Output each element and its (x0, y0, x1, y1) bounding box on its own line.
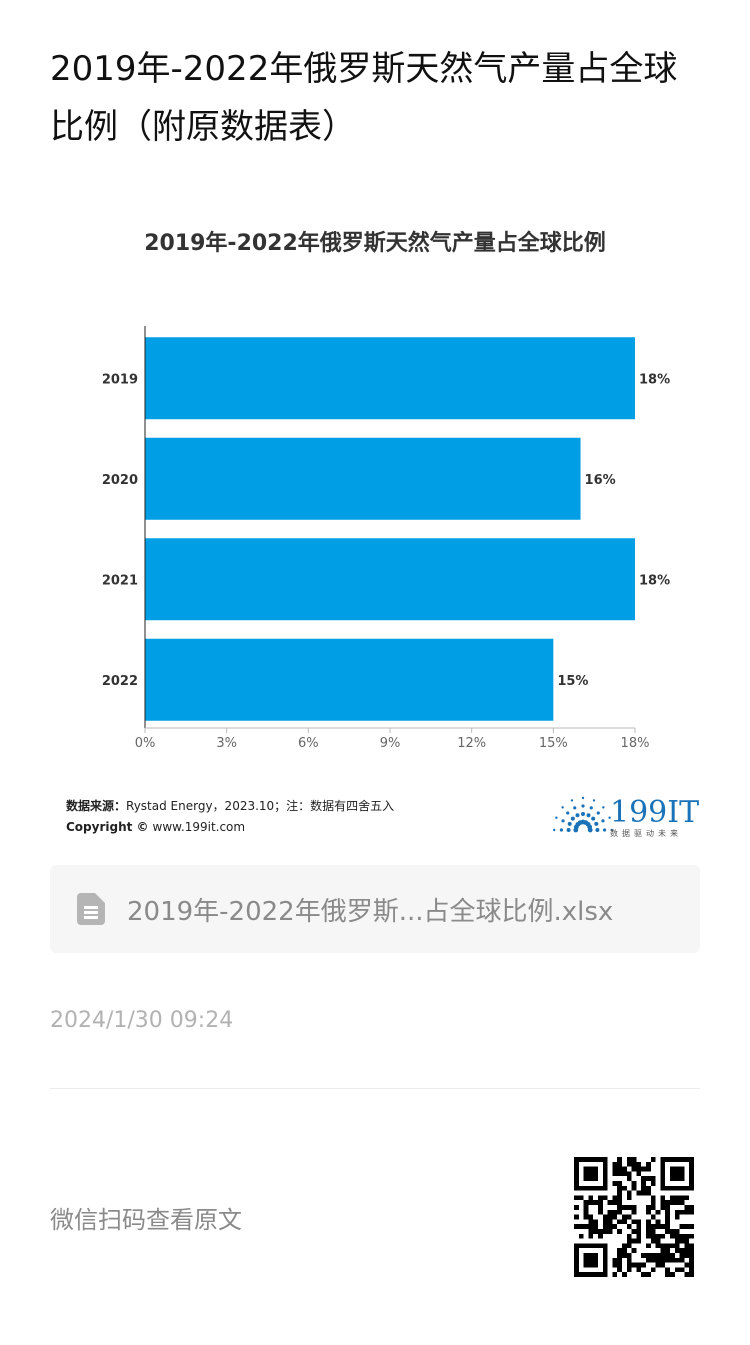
x-tick-label: 18% (621, 736, 650, 751)
publish-date: 2024/1/30 09:24 (50, 1008, 234, 1033)
source-text: Rystad Energy，2023.10；注：数据有四舍五入 (126, 798, 394, 813)
attachment-name: 2019年-2022年俄罗斯...占全球比例.xlsx (127, 896, 614, 927)
value-label-2021: 18% (639, 573, 670, 588)
bar-2019 (145, 337, 635, 420)
chart-image: 2019年-2022年俄罗斯天然气产量占全球比例 18% 16% 18% 15% 20… (50, 200, 700, 850)
attachment-card[interactable]: 2019年-2022年俄罗斯...占全球比例.xlsx (50, 865, 700, 953)
bar-2022 (145, 638, 554, 721)
category-label-2019: 2019 (102, 372, 138, 387)
x-tick-label: 3% (216, 736, 237, 751)
x-tick-label: 0% (135, 736, 156, 751)
copyright-text: www.199it.com (153, 820, 246, 834)
bar-chart: 2019年-2022年俄罗斯天然气产量占全球比例 18% 16% 18% 15% 20… (66, 230, 699, 838)
x-tick-label: 6% (298, 736, 319, 751)
chart-footer: 数据来源：Rystad Energy，2023.10；注：数据有四舍五入 Cop… (66, 798, 394, 834)
svg-text:数据来源：Rystad Energy，2023.10；注：数: 数据来源：Rystad Energy，2023.10；注：数据有四舍五入 (66, 798, 394, 813)
x-tick-label: 15% (539, 736, 568, 751)
spreadsheet-file-icon (77, 893, 105, 925)
logo-text: 199IT (610, 795, 699, 830)
page-title: 2019年-2022年俄罗斯天然气产量占全球比例（附原数据表） (50, 49, 678, 147)
divider (50, 1088, 700, 1089)
copyright-label: Copyright © (66, 820, 149, 834)
brand-logo: 199IT 数据驱动未来 (553, 795, 699, 838)
qr-code[interactable] (574, 1157, 694, 1277)
category-label-2022: 2022 (102, 674, 138, 689)
bar-2021 (145, 538, 635, 621)
value-label-2019: 18% (639, 372, 670, 387)
category-label-2021: 2021 (102, 573, 138, 588)
x-tick-label: 12% (457, 736, 486, 751)
svg-text:Copyright ©www.199it.com: Copyright © www.199it.com (66, 820, 245, 834)
source-label: 数据来源： (66, 798, 126, 813)
category-label-2020: 2020 (102, 473, 138, 488)
logo-tagline: 数据驱动未来 (610, 828, 682, 838)
value-label-2020: 16% (585, 473, 616, 488)
x-tick-label: 9% (380, 736, 401, 751)
bar-2020 (145, 437, 581, 520)
scan-hint: 微信扫码查看原文 (50, 1206, 242, 1234)
chart-title: 2019年-2022年俄罗斯天然气产量占全球比例 (144, 230, 606, 256)
logo-dots-icon (553, 796, 613, 833)
value-label-2022: 15% (557, 674, 588, 689)
